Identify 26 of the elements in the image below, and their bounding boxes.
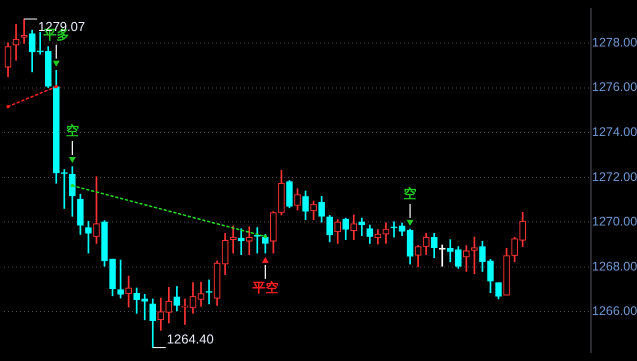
candlestick [390, 221, 398, 238]
series-label: 空 [66, 123, 79, 138]
point [262, 256, 269, 263]
y-tick-label: 1268.00 [592, 259, 637, 274]
point [68, 157, 76, 163]
text: 空 [404, 186, 417, 202]
candlestick [93, 176, 100, 244]
y-tick-label: 1272.00 [592, 170, 637, 184]
annotation: 1264.40 [166, 332, 214, 347]
y-tick-label: 1278.00 [592, 35, 637, 50]
y-tick-label: 1270.00 [592, 214, 637, 229]
y-tick-label: 1276.00 [592, 80, 637, 94]
point [70, 184, 74, 188]
point [264, 234, 267, 238]
candlestick [85, 220, 92, 254]
series-label: 平空 [251, 280, 278, 295]
y-tick-label: 1266.00 [592, 304, 637, 318]
candlestick [182, 298, 188, 325]
candlestick [206, 280, 212, 304]
point [406, 220, 414, 226]
point [54, 85, 58, 88]
point [6, 104, 10, 108]
point [52, 60, 60, 67]
candlestick [382, 222, 390, 244]
candlestick [12, 24, 20, 61]
y-tick-label: 1274.00 [592, 125, 637, 140]
